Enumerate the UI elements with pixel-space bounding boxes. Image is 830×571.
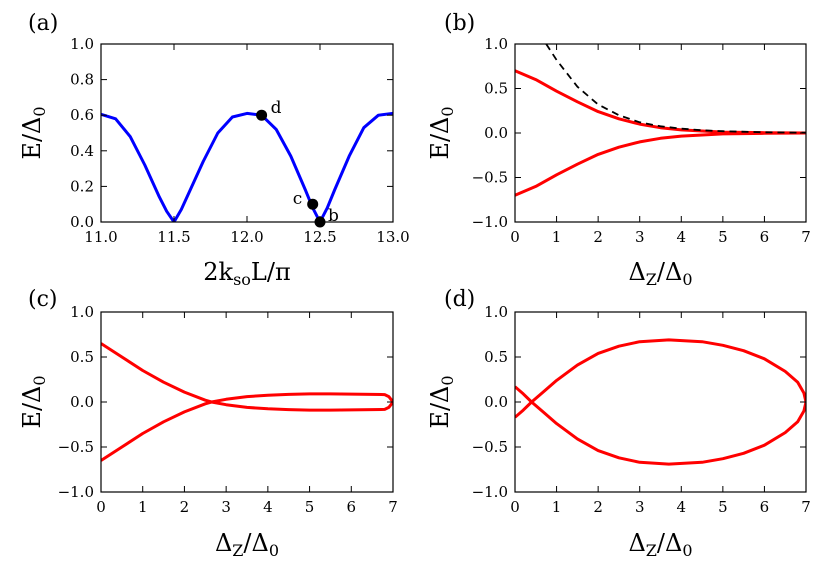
x-tick-label: 2 xyxy=(593,498,603,516)
x-tick-label: 2 xyxy=(593,228,603,246)
y-tick-label: 1.0 xyxy=(484,303,508,321)
y-tick-label: −1.0 xyxy=(58,483,94,501)
y-tick-label: 1.0 xyxy=(70,35,94,53)
x-tick-label: 1 xyxy=(552,498,562,516)
x-tick-label: 12.0 xyxy=(230,228,263,246)
x-tick-label: 5 xyxy=(305,498,315,516)
y-tick-label: 0.5 xyxy=(484,80,508,98)
x-tick-label: 1 xyxy=(138,498,148,516)
plot-frame xyxy=(100,43,394,223)
y-tick-label: 0.4 xyxy=(70,142,94,160)
marker-c xyxy=(307,198,319,210)
x-tick-label: 1 xyxy=(552,228,562,246)
marker-label-b: b xyxy=(328,206,339,226)
x-tick-label: 5 xyxy=(718,498,728,516)
x-tick-label: 4 xyxy=(677,498,687,516)
y-tick-label: 1.0 xyxy=(70,303,94,321)
x-tick-label: 6 xyxy=(760,228,770,246)
chart-panel-2: 0 1 2 3 4 5 6 7 −1.0 −0.5 0.0 0.5 1.0 (b) ΔZ/Δ0 E/Δ0 xyxy=(426,11,811,289)
panel-label: (c) xyxy=(28,287,58,312)
y-tick-label: 0.5 xyxy=(484,348,508,366)
x-tick-label: 7 xyxy=(801,228,811,246)
chart-panel-4: 0 1 2 3 4 5 6 7 −1.0 −0.5 0.0 0.5 1.0 (d) ΔZ/Δ0 E/Δ0 xyxy=(426,287,811,560)
series-line-1 xyxy=(515,385,806,466)
panel-label: (d) xyxy=(444,287,475,312)
y-tick-label: −0.5 xyxy=(472,169,508,187)
panel-label: (b) xyxy=(444,11,475,36)
y-tick-label: 0.0 xyxy=(484,393,508,411)
marker-label-c: c xyxy=(293,189,303,209)
series-line-3 xyxy=(545,44,806,134)
series-line-1 xyxy=(101,111,393,222)
y-tick-label: −0.5 xyxy=(58,438,94,456)
series-line-1 xyxy=(515,69,806,135)
x-tick-label: 7 xyxy=(801,498,811,516)
plot-frame xyxy=(100,311,394,493)
y-tick-label: 0.0 xyxy=(70,393,94,411)
x-tick-label: 12.5 xyxy=(303,228,336,246)
x-axis-label: ΔZ/Δ0 xyxy=(628,258,692,289)
y-tick-label: −1.0 xyxy=(472,213,508,231)
y-tick-label: 0.0 xyxy=(484,124,508,142)
x-tick-label: 6 xyxy=(760,498,770,516)
x-axis-label: 2ksoL/π xyxy=(203,258,290,289)
series-line-1 xyxy=(101,342,393,412)
chart-panel-3: 0 1 2 3 4 5 6 7 −1.0 −0.5 0.0 0.5 1.0 (c) ΔZ/Δ0 E/Δ0 xyxy=(18,287,398,560)
x-tick-label: 4 xyxy=(263,498,273,516)
x-tick-label: 6 xyxy=(347,498,357,516)
panel-label: (a) xyxy=(28,11,58,36)
x-tick-label: 3 xyxy=(635,228,645,246)
x-tick-label: 11.5 xyxy=(157,228,190,246)
y-axis-label: E/Δ0 xyxy=(426,106,457,159)
x-axis-label: ΔZ/Δ0 xyxy=(215,529,279,560)
series-line-2 xyxy=(515,131,806,197)
x-tick-label: 11.0 xyxy=(84,228,117,246)
y-tick-label: 0.2 xyxy=(70,177,94,195)
x-tick-label: 5 xyxy=(718,228,728,246)
marker-d xyxy=(256,109,268,121)
marker-label-d: d xyxy=(271,98,282,118)
x-tick-label: 0 xyxy=(510,228,520,246)
y-tick-label: −1.0 xyxy=(472,483,508,501)
x-tick-label: 0 xyxy=(96,498,106,516)
chart-panel-1: d c b 11.0 11.5 12.0 12.5 13.0 0.0 0.2 0.4 0.6 0.8 1.… xyxy=(18,11,410,289)
y-tick-label: 0.0 xyxy=(70,213,94,231)
y-axis-label: E/Δ0 xyxy=(18,106,49,159)
y-tick-label: 0.5 xyxy=(70,348,94,366)
x-tick-label: 4 xyxy=(677,228,687,246)
x-tick-label: 3 xyxy=(635,498,645,516)
x-tick-label: 13.0 xyxy=(376,228,409,246)
x-axis-label: ΔZ/Δ0 xyxy=(628,529,692,560)
y-tick-label: 1.0 xyxy=(484,35,508,53)
series-line-2 xyxy=(101,392,393,462)
y-axis-label: E/Δ0 xyxy=(426,375,457,428)
y-axis-label: E/Δ0 xyxy=(18,375,49,428)
x-tick-label: 7 xyxy=(388,498,398,516)
y-tick-label: 0.6 xyxy=(70,106,94,124)
x-tick-label: 3 xyxy=(221,498,231,516)
y-tick-label: −0.5 xyxy=(472,438,508,456)
x-tick-label: 0 xyxy=(510,498,520,516)
x-tick-label: 2 xyxy=(180,498,190,516)
y-tick-label: 0.8 xyxy=(70,71,94,89)
series-line-2 xyxy=(515,338,806,419)
